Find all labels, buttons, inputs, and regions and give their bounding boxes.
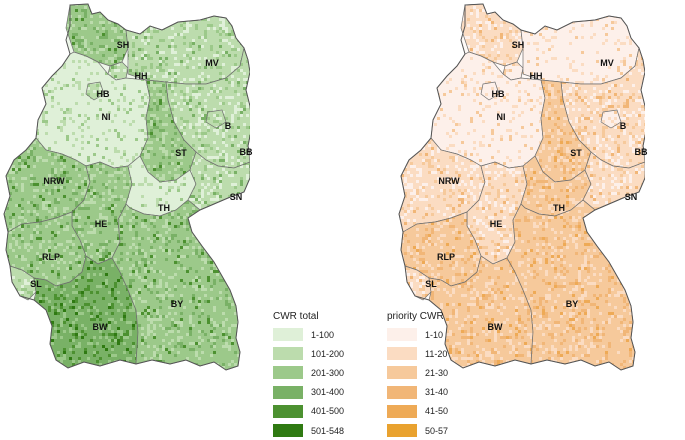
legend-item: 301-400 [273,383,344,402]
legend-swatch [273,405,303,418]
state-label-bw: BW [488,322,503,332]
legend-item: 31-40 [387,383,448,402]
legend-label: 301-400 [311,387,344,397]
cwr-total-legend: CWR total 1-100 101-200 201-300 301-400 401-… [273,311,344,440]
state-label-he: HE [490,219,503,229]
state-label-bw: BW [93,322,108,332]
state-label-by: BY [171,299,184,309]
legend-swatch [387,347,417,360]
state-label-he: HE [95,219,108,229]
legend-item: 11-20 [387,344,448,363]
legend-label: 1-10 [425,330,443,340]
state-label-ni: NI [497,112,506,122]
legend-item: 501-548 [273,421,344,440]
legend-item: 101-200 [273,344,344,363]
legend-title: priority CWR [387,311,448,322]
state-label-rlp: RLP [437,252,455,262]
state-label-ni: NI [102,112,111,122]
state-label-th: TH [158,203,170,213]
state-label-b: B [225,121,232,131]
legend-item: 21-30 [387,363,448,382]
legend-label: 21-30 [425,368,448,378]
legend-item: 50-57 [387,421,448,440]
state-label-nrw: NRW [438,176,459,186]
state-label-th: TH [553,203,565,213]
legend-swatch [273,328,303,341]
state-label-sn: SN [625,192,638,202]
legend-label: 31-40 [425,387,448,397]
priority-cwr-legend: priority CWR 1-10 11-20 21-30 31-40 41-50 50-… [387,311,448,440]
state-label-hb: HB [97,89,110,99]
state-label-sl: SL [425,279,437,289]
state-label-bb: BB [635,147,648,157]
state-label-sh: SH [512,40,525,50]
state-label-mv: MV [205,58,219,68]
state-label-rlp: RLP [42,252,60,262]
state-label-hh: HH [530,71,543,81]
state-label-st: ST [175,148,187,158]
state-label-hb: HB [492,89,505,99]
legend-label: 41-50 [425,406,448,416]
legend-label: 1-100 [311,330,334,340]
legend-swatch [273,347,303,360]
state-label-sn: SN [230,192,243,202]
legend-swatch [387,328,417,341]
legend-label: 11-20 [425,349,447,359]
legend-swatch [387,386,417,399]
legend-swatch [387,366,417,379]
legend-item: 201-300 [273,363,344,382]
legend-item: 1-100 [273,325,344,344]
legend-title: CWR total [273,311,344,322]
legend-item: 401-500 [273,402,344,421]
state-label-by: BY [566,299,579,309]
state-label-sl: SL [30,279,42,289]
legend-swatch [273,366,303,379]
state-label-hh: HH [135,71,148,81]
state-label-mv: MV [600,58,614,68]
state-label-nrw: NRW [43,176,64,186]
cwr-total-map: SH HH MV HB NI B ST BB NRW SN TH HE RLP BY SL BW [0,0,250,385]
legend-label: 401-500 [311,406,344,416]
state-label-sh: SH [117,40,130,50]
legend-item: 1-10 [387,325,448,344]
legend-label: 101-200 [311,349,344,359]
legend-swatch [387,405,417,418]
legend-item: 41-50 [387,402,448,421]
state-label-b: B [620,121,627,131]
state-label-st: ST [570,148,582,158]
legend-label: 201-300 [311,368,344,378]
state-label-bb: BB [240,147,253,157]
legend-swatch [273,386,303,399]
